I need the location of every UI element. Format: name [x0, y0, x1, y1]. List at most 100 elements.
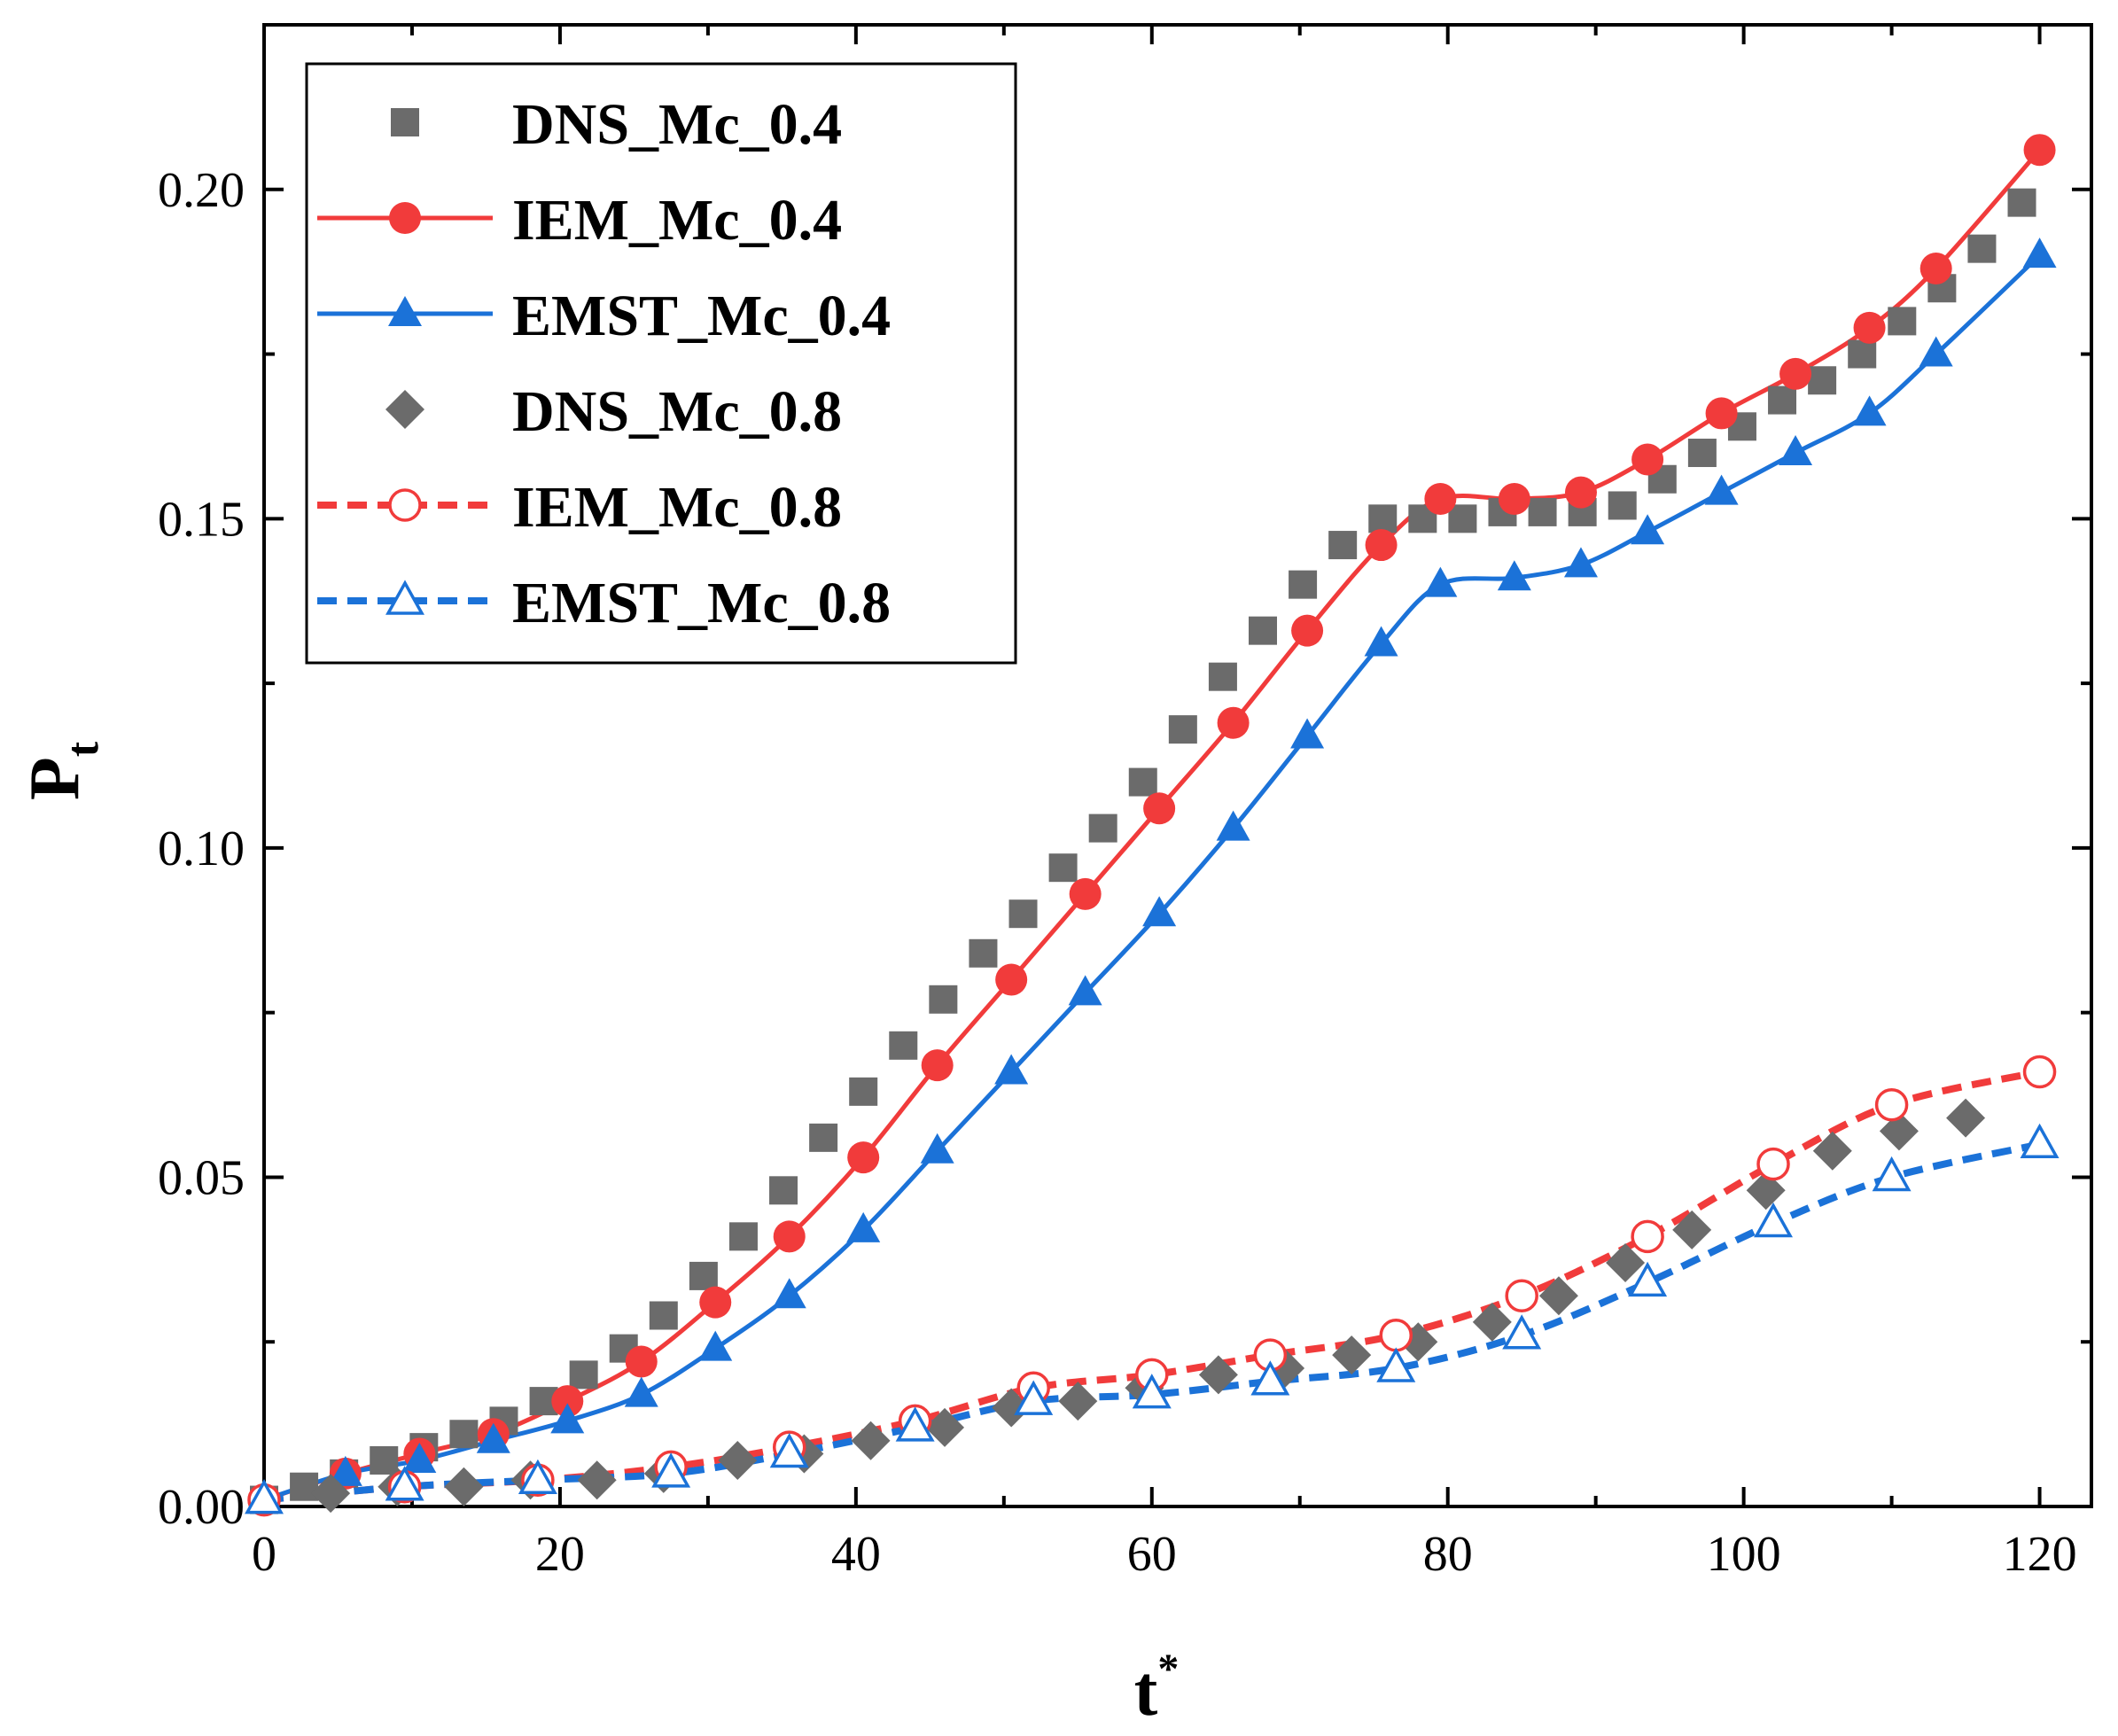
data-point [1217, 706, 1250, 739]
data-point [772, 1278, 806, 1309]
series-IEM_Mc_0.8 [264, 1068, 2041, 1504]
plot-area [262, 23, 2093, 1508]
data-point [1505, 1279, 1538, 1312]
data-point [1853, 311, 1886, 344]
data-point [328, 1455, 362, 1486]
series-EMST_Mc_0.8 [264, 1140, 2041, 1504]
legend-box [305, 62, 1017, 665]
markers-DNS_Mc_0.8 [311, 1098, 1986, 1514]
data-point [1249, 616, 1278, 645]
data-point [402, 1442, 437, 1473]
y-axis-title-sub: t [58, 741, 108, 757]
x-tick-label: 0 [252, 1527, 276, 1582]
data-point [625, 1345, 658, 1378]
data-point [773, 1220, 806, 1253]
x-tick-label: 40 [831, 1527, 881, 1582]
data-point [2022, 237, 2057, 269]
legend-item: IEM_Mc_0.4 [317, 188, 842, 253]
data-point [1631, 1219, 1664, 1254]
data-point [1048, 853, 1078, 883]
data-point [1008, 899, 1038, 929]
legend-label: DNS_Mc_0.8 [512, 379, 842, 444]
y-tick-label: 0.00 [158, 1480, 245, 1535]
data-point [1608, 491, 1637, 520]
data-point [1068, 975, 1102, 1006]
series-line-EMST_Mc_0.8 [264, 1140, 2041, 1504]
x-tick-label: 60 [1127, 1527, 1177, 1582]
data-point [2020, 1123, 2060, 1159]
data-point [1364, 626, 1398, 657]
legend-label: EMST_Mc_0.8 [512, 571, 891, 635]
markers-EMST_Mc_0.8 [245, 1123, 2060, 1514]
legend-item: DNS_Mc_0.8 [385, 379, 842, 444]
data-point [895, 1406, 935, 1442]
data-point [1058, 1382, 1098, 1421]
data-point [1704, 474, 1739, 505]
legend-item: EMST_Mc_0.8 [317, 571, 891, 635]
y-axis-title-main: P [16, 757, 94, 800]
data-point [444, 1467, 484, 1506]
data-point [1132, 1374, 1172, 1409]
legend: DNS_Mc_0.4 IEM_Mc_0.4 EMST_Mc_0.4 DNS_Mc_0.… [305, 62, 1017, 665]
data-point [1069, 877, 1102, 910]
data-point [1379, 1319, 1413, 1352]
data-point [1631, 443, 1664, 476]
legend-marker [391, 108, 419, 136]
data-point [1368, 504, 1398, 533]
legend-label: EMST_Mc_0.4 [512, 284, 891, 348]
data-point [245, 1478, 284, 1514]
data-point [1967, 234, 1997, 263]
data-point [1208, 662, 1237, 691]
data-point [1376, 1347, 1416, 1382]
x-tick-label: 80 [1423, 1527, 1473, 1582]
data-point [1848, 339, 1877, 369]
data-point [1808, 366, 1837, 395]
data-point [1328, 531, 1358, 560]
data-point [1198, 1355, 1238, 1395]
data-point [1472, 1302, 1512, 1342]
data-point [851, 1421, 891, 1460]
data-point [1756, 1147, 1790, 1181]
data-point [1423, 566, 1458, 597]
data-point [769, 1176, 798, 1205]
y-axis-title: Pt [16, 741, 108, 800]
data-point [969, 938, 998, 968]
data-point [1365, 529, 1398, 562]
data-point [1289, 570, 1318, 599]
y-tick-label: 0.20 [158, 163, 245, 218]
legend-marker [389, 202, 421, 234]
data-point [624, 1376, 658, 1407]
legend-marker [388, 296, 422, 326]
data-point [1563, 547, 1598, 578]
data-point [1088, 814, 1117, 843]
x-axis-title-sup: * [1157, 1646, 1179, 1693]
y-tick-label: 0.15 [158, 492, 245, 547]
data-point [1128, 767, 1157, 797]
markers-DNS_Mc_0.4 [250, 188, 2036, 1514]
axis-titles: t* Pt [16, 741, 1179, 1731]
x-tick-label: 100 [1707, 1527, 1781, 1582]
data-point [1874, 1087, 1909, 1122]
data-point [1919, 252, 1952, 284]
plot-frame [262, 23, 2093, 1508]
data-point [1812, 1131, 1852, 1171]
data-point [769, 1432, 809, 1468]
data-point [2023, 134, 2056, 167]
data-point [551, 1385, 584, 1418]
data-point [1498, 483, 1530, 516]
legend-item: EMST_Mc_0.4 [317, 284, 891, 348]
data-point [385, 1466, 424, 1501]
legend-label: IEM_Mc_0.4 [512, 188, 842, 253]
data-point [1746, 1171, 1786, 1211]
data-point [921, 1049, 954, 1082]
data-point [577, 1460, 617, 1500]
data-point [290, 1472, 319, 1501]
data-point [1852, 395, 1887, 426]
y-tick-label: 0.10 [158, 821, 245, 876]
data-point [920, 1133, 954, 1164]
y-tick-label: 0.05 [158, 1150, 245, 1205]
x-axis: 0 20 40 60 80 100 120 [252, 25, 2077, 1582]
x-axis-title: t* [1134, 1646, 1180, 1731]
data-point [370, 1445, 399, 1475]
data-point [994, 1054, 1029, 1085]
